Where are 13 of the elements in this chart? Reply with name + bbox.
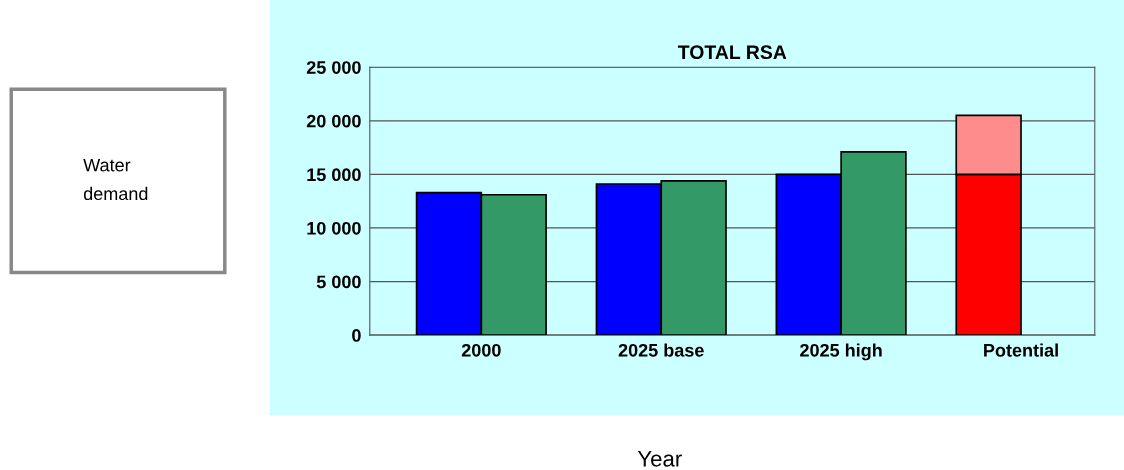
y-tick-label: 0 — [352, 329, 361, 342]
y-tick-label: 10 000 — [307, 221, 361, 235]
y-tick-label: 25 000 — [306, 61, 361, 74]
y-tick-label: 15 000 — [307, 168, 361, 182]
y-tick-label: 5 000 — [316, 275, 361, 289]
text: Water demand — [83, 158, 148, 201]
x-axis-title: Year — [637, 451, 682, 467]
x-tick-label: 2025 base — [618, 343, 704, 357]
x-tick-label: 2000 — [461, 343, 501, 357]
chart-title: TOTAL RSA — [677, 45, 787, 60]
x-tick-label: Potential — [984, 343, 1058, 357]
x-tick-label: 2025 high — [800, 343, 882, 361]
y-tick-label: 20 000 — [306, 114, 361, 128]
